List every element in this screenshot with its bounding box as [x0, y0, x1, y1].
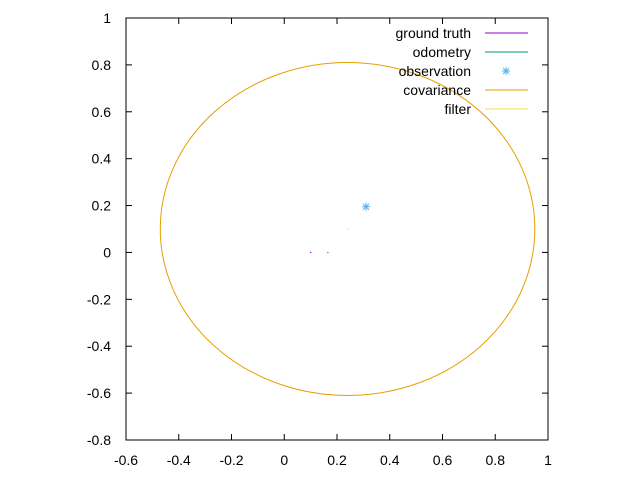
x-tick-label: 0.6: [433, 452, 453, 468]
y-tick-label: -0.2: [87, 291, 111, 307]
y-tick-label: -0.8: [87, 432, 111, 448]
legend-label: odometry: [413, 44, 471, 60]
legend-label: filter: [445, 101, 472, 117]
plot-frame: [125, 17, 549, 441]
plot-area: [159, 62, 536, 396]
x-tick-label: 1: [544, 452, 552, 468]
legend-symbol: [502, 67, 510, 75]
ground-truth-point: [310, 251, 312, 254]
legend-label: observation: [399, 63, 471, 79]
y-tick-label: 0.8: [92, 57, 112, 73]
odometry-point: [327, 251, 329, 254]
x-axis: -0.6 -0.4 -0.2 0 0.2 0.4 0.6 0.8 1: [114, 18, 552, 468]
y-tick-label: -0.4: [87, 338, 111, 354]
star-stroke: [362, 203, 370, 211]
y-tick-label: -0.6: [87, 385, 111, 401]
legend: ground truth odometry observation covarianc…: [396, 25, 528, 117]
legend-label: ground truth: [396, 25, 472, 41]
y-tick-label: 0.6: [92, 104, 112, 120]
x-tick-label: 0.4: [380, 452, 400, 468]
y-tick-label: 0.2: [92, 198, 112, 214]
y-tick-label: 1: [103, 10, 111, 26]
x-tick-label: 0.8: [486, 452, 506, 468]
legend-label: covariance: [403, 82, 471, 98]
x-tick-label: -0.4: [167, 452, 191, 468]
y-axis: 1 0.8 0.6 0.4 0.2 0 -0.2 -0.4 -0.6 -0.8: [87, 10, 548, 448]
y-tick-label: 0.4: [92, 151, 112, 167]
x-tick-label: -0.2: [219, 452, 243, 468]
observation-point: [362, 202, 371, 211]
y-tick-label: 0: [103, 244, 111, 260]
star-stroke: [502, 67, 510, 75]
x-tick-label: 0: [280, 452, 288, 468]
x-tick-label: -0.6: [114, 452, 138, 468]
filter-point: [347, 228, 349, 230]
x-tick-label: 0.2: [327, 452, 347, 468]
covariance-ellipse: [159, 62, 536, 396]
